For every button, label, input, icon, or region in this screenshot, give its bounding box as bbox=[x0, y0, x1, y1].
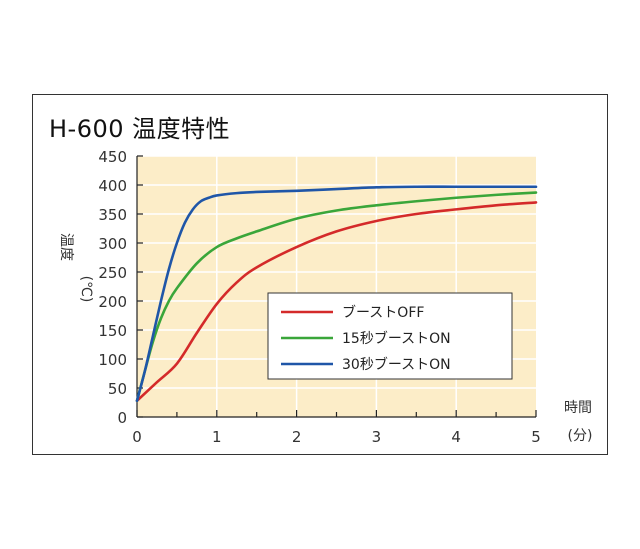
x-tick-label-3: 3 bbox=[372, 428, 382, 446]
y-tick-label-50: 50 bbox=[108, 380, 127, 398]
x-tick-label-0: 0 bbox=[132, 428, 142, 446]
chart-title: H-600 温度特性 bbox=[49, 115, 231, 143]
y-tick-label-150: 150 bbox=[98, 322, 127, 340]
y-tick-label-350: 350 bbox=[98, 206, 127, 224]
y-tick-label-0: 0 bbox=[117, 409, 127, 427]
series-line-1 bbox=[135, 201, 538, 403]
x-tick-label-1: 1 bbox=[212, 428, 222, 446]
x-axis-label: 時間 (分) bbox=[564, 400, 592, 444]
x-tick-label-2: 2 bbox=[292, 428, 302, 446]
legend-label-1: ブーストOFF bbox=[342, 304, 424, 321]
y-tick-label-100: 100 bbox=[98, 351, 127, 369]
y-tick-label-200: 200 bbox=[98, 293, 127, 311]
y-tick-label-400: 400 bbox=[98, 177, 127, 195]
y-tick-label-300: 300 bbox=[98, 235, 127, 253]
y-axis-label-line1: 温度 bbox=[58, 233, 74, 261]
legend-label-3: 30秒ブーストON bbox=[342, 356, 451, 373]
x-tick-labels: 0 1 2 3 4 5 bbox=[132, 428, 541, 446]
y-axis-label-line2: (℃) bbox=[78, 276, 94, 303]
y-tick-labels: 0 50 100 150 200 250 300 350 400 450 bbox=[98, 148, 127, 427]
x-tick-label-4: 4 bbox=[451, 428, 461, 446]
legend-label-2: 15秒ブーストON bbox=[342, 330, 451, 347]
y-tick-label-250: 250 bbox=[98, 264, 127, 282]
y-tick-label-450: 450 bbox=[98, 148, 127, 166]
x-axis-label-line2: (分) bbox=[568, 428, 593, 444]
series-line-3 bbox=[135, 185, 538, 403]
series-lines bbox=[135, 185, 538, 403]
x-tick-label-5: 5 bbox=[531, 428, 541, 446]
series-line-2 bbox=[135, 191, 538, 403]
y-axis-label: 温度 (℃) bbox=[58, 233, 94, 302]
x-axis-label-line1: 時間 bbox=[564, 400, 592, 416]
legend: ブーストOFF 15秒ブーストON 30秒ブーストON bbox=[267, 292, 513, 380]
